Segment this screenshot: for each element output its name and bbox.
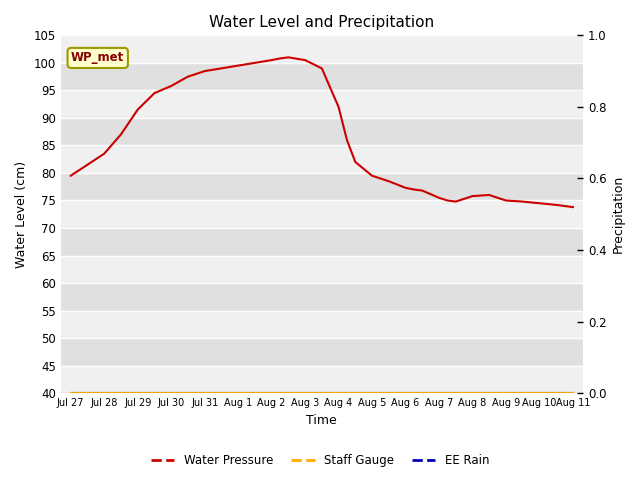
Y-axis label: Precipitation: Precipitation <box>612 175 625 253</box>
Bar <box>61 338 583 366</box>
X-axis label: Time: Time <box>307 414 337 427</box>
Bar <box>61 36 583 63</box>
Bar <box>61 311 583 338</box>
Bar <box>61 118 583 145</box>
Bar <box>61 228 583 255</box>
Bar <box>61 145 583 173</box>
Bar <box>61 201 583 228</box>
Text: WP_met: WP_met <box>71 51 124 64</box>
Bar <box>61 283 583 311</box>
Legend: Water Pressure, Staff Gauge, EE Rain: Water Pressure, Staff Gauge, EE Rain <box>146 449 494 472</box>
Bar <box>61 63 583 90</box>
Bar <box>61 255 583 283</box>
Bar <box>61 90 583 118</box>
Y-axis label: Water Level (cm): Water Level (cm) <box>15 161 28 268</box>
Title: Water Level and Precipitation: Water Level and Precipitation <box>209 15 435 30</box>
Bar <box>61 173 583 201</box>
Bar <box>61 366 583 393</box>
